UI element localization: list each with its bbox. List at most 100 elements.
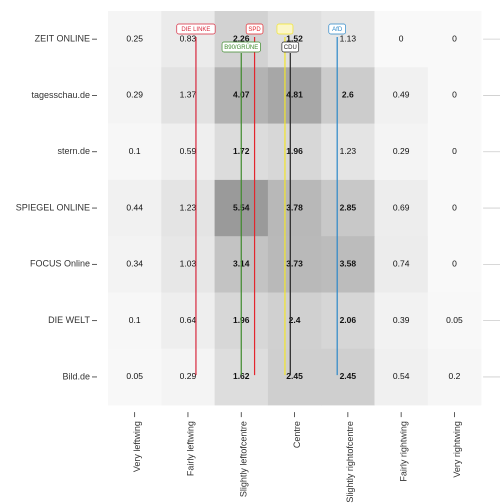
heatmap-cell	[321, 348, 375, 406]
party-label-box	[328, 23, 346, 35]
cell-value-label: 0.39	[393, 315, 410, 325]
row-label: stern.de	[57, 146, 90, 156]
heatmap-cell	[321, 292, 375, 350]
column-label: Very leftwing	[132, 421, 142, 472]
cell-value-label: 0	[452, 259, 457, 269]
row-label: FOCUS Online	[30, 259, 90, 269]
cell-value-label: 0.25	[126, 33, 143, 43]
party-label-box	[176, 23, 216, 35]
cell-value-label: 0.1	[129, 146, 141, 156]
heatmap-cell	[108, 236, 162, 293]
party-markers: DIE LINKE SPD B90/GRÜNE CDU AfD	[176, 23, 346, 376]
cell-value-label: 1.62	[233, 371, 250, 381]
cell-value-label: 0.2	[449, 371, 461, 381]
cell-value-label: 0.64	[180, 315, 197, 325]
cell-value-label: 1.37	[180, 90, 197, 100]
party-label-box	[281, 41, 300, 53]
party-label-box	[245, 23, 264, 35]
heatmap-cell	[374, 67, 429, 124]
heatmap-cell	[427, 236, 482, 293]
heatmap-cell	[267, 67, 322, 124]
row-label: Bild.de	[62, 371, 90, 381]
cell-value-label: 0.69	[393, 202, 410, 212]
heatmap-cell	[321, 236, 375, 293]
cell-value-label: 0	[452, 33, 457, 43]
heatmap-cell	[108, 11, 162, 68]
cell-value-label: 0.54	[393, 371, 410, 381]
party-label: AfD	[332, 27, 343, 33]
heatmap-cell	[108, 123, 162, 181]
heatmap-cell	[108, 67, 162, 124]
row-label: ZEIT ONLINE	[35, 34, 90, 44]
cell-value-label: 0.29	[126, 90, 143, 100]
column-label: Slightly rightofcentre	[345, 421, 355, 503]
party-label: B90/GRÜNE	[224, 44, 258, 51]
heatmap-cell	[161, 11, 215, 68]
heatmap-cell	[427, 292, 482, 350]
heatmap-cell	[374, 236, 429, 293]
cell-value-label: 0.49	[393, 90, 410, 100]
heatmap-cell	[321, 123, 375, 181]
cell-value-label: 0.44	[126, 202, 143, 212]
heatmap-cell	[267, 179, 322, 237]
heatmap-cell	[321, 179, 375, 237]
cell-value-label: 2.85	[340, 202, 357, 212]
cell-value-label: 2.6	[342, 90, 354, 100]
heatmap-cell	[267, 348, 322, 406]
party-label: SPD	[248, 27, 261, 33]
heatmap-cell	[161, 179, 215, 237]
heatmap-cell	[108, 179, 162, 237]
cell-value-label: 0.83	[180, 33, 197, 43]
cell-value-label: 2.45	[286, 371, 303, 381]
heatmap-cell	[321, 67, 375, 124]
column-label: Slightly leftofcentre	[239, 421, 249, 497]
heatmap-cell	[374, 11, 429, 68]
cell-value-label: 3.73	[286, 259, 303, 269]
cell-value-label: 3.78	[286, 202, 303, 212]
heatmap-cell	[427, 123, 482, 181]
heatmap-cell	[161, 123, 215, 181]
cell-value-label: 1.52	[286, 33, 303, 43]
heatmap-cell	[321, 11, 375, 68]
cell-value-label: 1.23	[180, 202, 197, 212]
party-label: DIE LINKE	[181, 27, 210, 33]
cell-value-label: 2.45	[340, 371, 357, 381]
column-label: Fairly leftwing	[185, 421, 195, 476]
heatmap-cell	[374, 348, 429, 406]
cell-value-label: 0.29	[180, 371, 197, 381]
cell-value-label: 3.58	[340, 259, 357, 269]
heatmap-cell	[427, 67, 482, 124]
cell-value-label: 1.03	[180, 259, 197, 269]
party-label: CDU	[284, 45, 297, 51]
heatmap-cell	[108, 348, 162, 406]
cell-value-label: 0.05	[126, 371, 143, 381]
heatmap-cell	[161, 236, 215, 293]
heatmap-cell	[374, 179, 429, 237]
cell-value-label: 0	[452, 202, 457, 212]
heatmap-cells	[108, 11, 482, 406]
heatmap-cell	[267, 123, 322, 181]
heatmap-cell	[161, 292, 215, 350]
cell-value-label: 0	[452, 146, 457, 156]
party-label-box	[221, 41, 261, 53]
cell-value-label: 2.26	[233, 33, 250, 43]
cell-value-label: 2.06	[340, 315, 357, 325]
party-label-box	[276, 23, 294, 35]
cell-value-label: 0.59	[180, 146, 197, 156]
cell-value-label: 0	[399, 33, 404, 43]
column-label: Centre	[292, 421, 302, 448]
cell-value-label: 1.23	[340, 146, 357, 156]
column-label: Very rightwing	[452, 421, 462, 478]
cell-value-label: 0.05	[446, 315, 463, 325]
row-label: tagesschau.de	[31, 90, 90, 100]
heatmap-cell	[427, 11, 482, 68]
cell-value-label: 1.13	[340, 33, 357, 43]
heatmap-cell	[108, 292, 162, 350]
axes: ZEIT ONLINE tagesschau.de stern.de SPIEGEL …	[16, 34, 500, 503]
cell-value-label: 0.29	[393, 146, 410, 156]
cell-value-label: 0.1	[129, 315, 141, 325]
cell-value-label: 1.96	[286, 146, 303, 156]
heatmap-cell	[374, 292, 429, 350]
